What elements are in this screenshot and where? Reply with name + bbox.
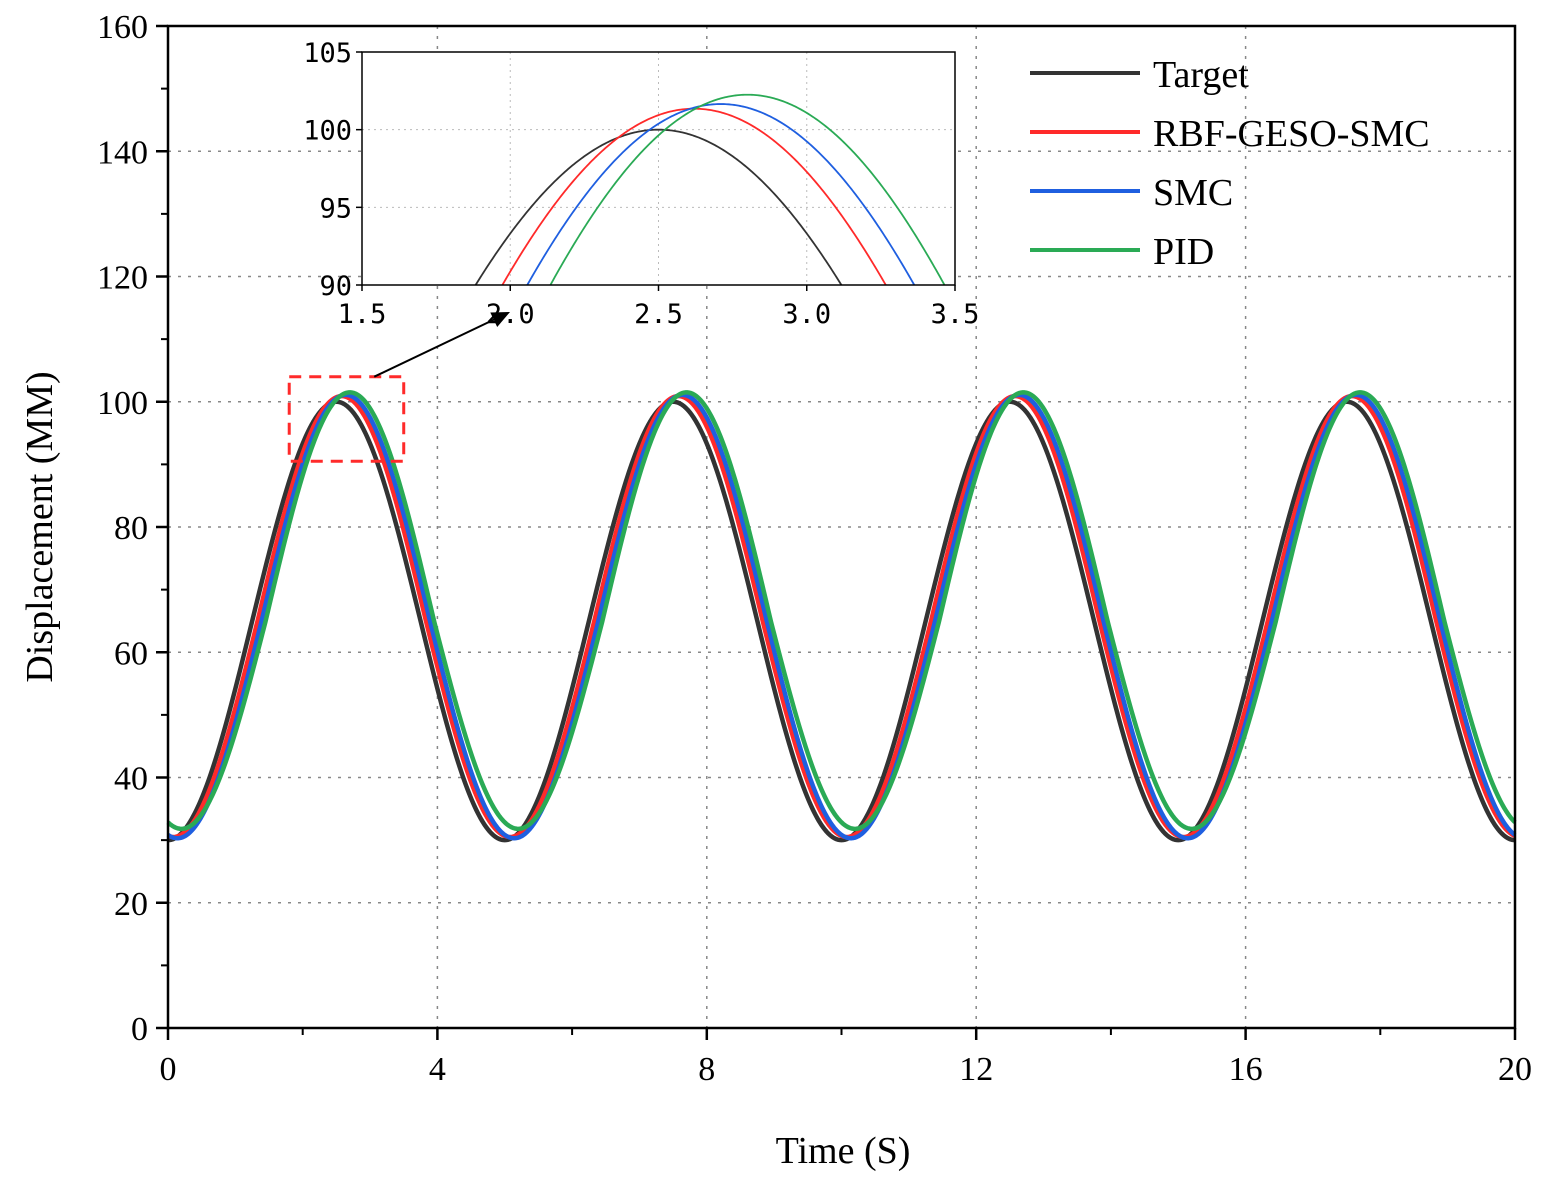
zoom-arrow-head <box>490 312 510 327</box>
inset-series-line-smc <box>526 103 916 285</box>
inset-y-tick-label: 90 <box>319 271 352 302</box>
inset-series-line-target <box>474 128 843 285</box>
legend-label-rbf-geso-smc: RBF-GESO-SMC <box>1153 113 1430 155</box>
inset-series-line-rbf-geso-smc <box>501 107 887 285</box>
y-tick-label: 80 <box>114 510 148 547</box>
x-tick-label: 4 <box>429 1051 446 1088</box>
y-tick-label: 160 <box>97 9 148 46</box>
main-series <box>166 390 1517 843</box>
y-tick-label: 0 <box>131 1011 148 1048</box>
x-tick-label: 0 <box>160 1051 177 1088</box>
inset-x-tick-label: 1.5 <box>338 299 387 330</box>
inset-x-tick-label: 2.0 <box>486 299 535 330</box>
y-tick-label: 40 <box>114 761 148 798</box>
legend-item-smc: SMC <box>1030 172 1233 214</box>
main-plot: 0 4 8 12 16 20 0 20 40 60 80 100 120 140 160 <box>97 9 1532 1088</box>
inset-ticks: 1.5 2.0 2.5 3.0 3.5 90 95 100 105 <box>303 38 979 330</box>
inset-y-tick-label: 95 <box>319 193 352 224</box>
y-axis-title: Displacement (MM) <box>19 371 61 682</box>
inset-x-tick-label: 3.0 <box>782 299 831 330</box>
legend-label-target: Target <box>1153 54 1249 96</box>
inset-x-tick-label: 3.5 <box>931 299 980 330</box>
main-ticks: 0 4 8 12 16 20 0 20 40 60 80 100 120 140 160 <box>97 9 1532 1088</box>
legend: Target RBF-GESO-SMC SMC PID <box>1030 54 1430 273</box>
inset-series <box>474 93 946 285</box>
y-tick-label: 20 <box>114 886 148 923</box>
zoom-arrow <box>373 317 498 378</box>
x-axis-title: Time (S) <box>776 1130 911 1172</box>
inset-y-tick-label: 100 <box>303 116 352 147</box>
y-tick-label: 140 <box>97 134 148 171</box>
legend-label-pid: PID <box>1153 231 1214 273</box>
x-tick-label: 16 <box>1229 1051 1263 1088</box>
y-tick-label: 100 <box>97 385 148 422</box>
x-tick-label: 8 <box>698 1051 715 1088</box>
inset-background <box>362 52 955 285</box>
legend-item-pid: PID <box>1030 231 1214 273</box>
legend-item-target: Target <box>1030 54 1249 96</box>
x-tick-label: 20 <box>1498 1051 1532 1088</box>
inset-plot: 1.5 2.0 2.5 3.0 3.5 90 95 100 105 <box>303 38 979 330</box>
inset-y-tick-label: 105 <box>303 38 352 69</box>
y-tick-label: 120 <box>97 260 148 297</box>
y-tick-label: 60 <box>114 635 148 672</box>
x-tick-label: 12 <box>959 1051 993 1088</box>
series-line-target <box>167 399 1516 843</box>
legend-item-rbf-geso-smc: RBF-GESO-SMC <box>1030 113 1430 155</box>
inset-x-tick-label: 2.5 <box>634 299 683 330</box>
series-line-smc <box>166 392 1517 841</box>
legend-label-smc: SMC <box>1153 172 1233 214</box>
inset-series-line-pid <box>549 93 946 285</box>
